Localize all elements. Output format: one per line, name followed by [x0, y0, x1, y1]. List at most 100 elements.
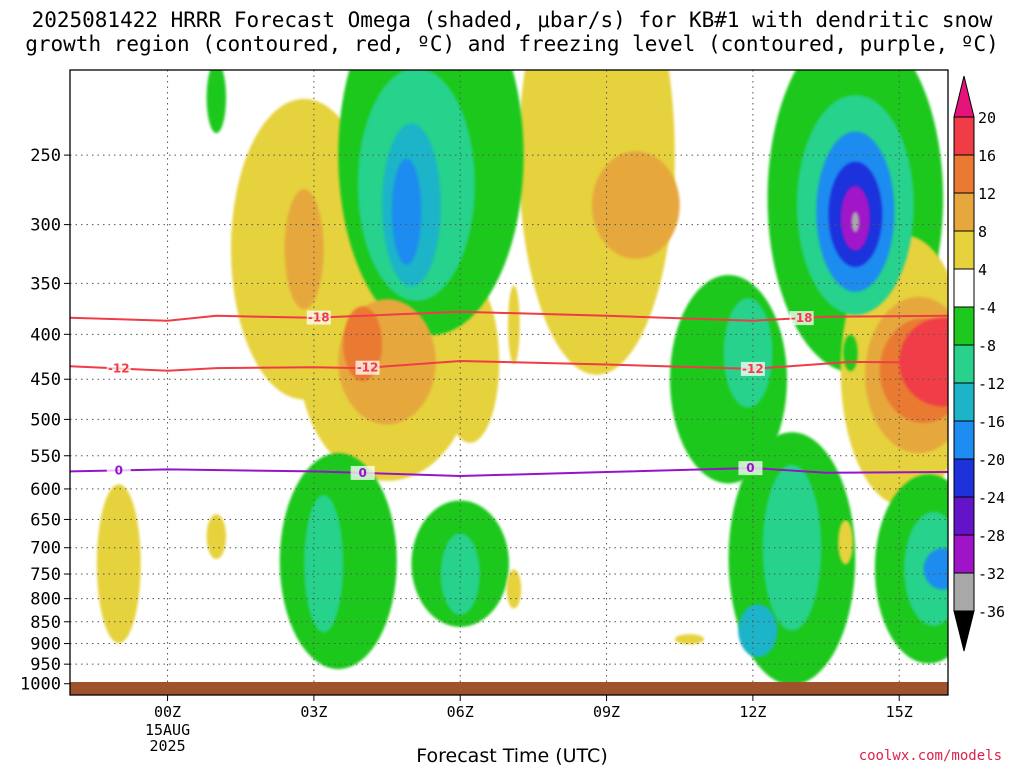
- omega-shading: [96, 70, 948, 685]
- omega-region: [843, 334, 858, 372]
- colorbar-label: -36: [978, 603, 1005, 621]
- contour-label: 0: [115, 463, 123, 477]
- colorbar-segment: [953, 344, 975, 384]
- y-tick-label: 950: [30, 655, 61, 675]
- colorbar-segment: [953, 496, 975, 536]
- x-tick-sublabel: 15AUG: [145, 721, 190, 739]
- contour-label: -18: [308, 311, 330, 325]
- y-tick-label: 250: [30, 146, 61, 166]
- colorbar-label: 16: [978, 147, 996, 165]
- omega-region: [391, 158, 422, 265]
- omega-region: [440, 533, 480, 615]
- omega-region: [923, 548, 948, 590]
- contour-label-bg: [740, 361, 765, 376]
- y-tick-label: 850: [30, 613, 61, 633]
- y-tick-label: 750: [30, 565, 61, 585]
- colorbar-segment: [953, 306, 975, 346]
- colorbar-label: -8: [978, 337, 996, 355]
- omega-region: [284, 189, 324, 310]
- colorbar-label: -4: [978, 299, 996, 317]
- colorbar-label: -12: [978, 375, 1005, 393]
- omega-region: [738, 604, 778, 657]
- omega-region: [206, 514, 227, 560]
- plot-frame: [69, 69, 949, 696]
- omega-region: [591, 151, 680, 259]
- colorbar: 20 16 12 8 4 -4 -8 -12 -16 -20 -24 -28 -32 -36: [953, 75, 1005, 652]
- contour-label-bg: [350, 465, 375, 480]
- x-tick-label: 06Z: [447, 703, 474, 721]
- colorbar-label: 20: [978, 109, 996, 127]
- y-tick-label: 650: [30, 510, 61, 530]
- y-tick-label: 1000: [20, 675, 61, 695]
- contour--12: [70, 359, 948, 372]
- omega-region: [723, 298, 773, 408]
- x-axis-label: Forecast Time (UTC): [416, 745, 608, 767]
- x-tick-label: 09Z: [593, 703, 620, 721]
- y-tick-label: 500: [30, 410, 61, 430]
- y-tick-label: 450: [30, 370, 61, 390]
- chart-title-line1: 2025081422 HRRR Forecast Omega (shaded, …: [31, 8, 993, 32]
- contour-label-bg: [106, 463, 131, 478]
- x-tick-label: 15Z: [886, 703, 913, 721]
- contour-label-bg: [789, 311, 814, 326]
- x-tick-label: 00Z: [154, 703, 181, 721]
- omega-region: [508, 285, 520, 364]
- contour-label: 0: [358, 466, 366, 480]
- x-tick-sublabel: 2025: [149, 737, 185, 755]
- y-tick-label: 350: [30, 274, 61, 294]
- chart-title-line2: growth region (contoured, red, ºC) and f…: [25, 32, 999, 56]
- contour-label: -12: [742, 362, 764, 376]
- contour-labels: -18 -18 -12 -12 -12 0 0 0: [106, 310, 814, 480]
- omega-region: [96, 484, 141, 644]
- contour-label: -12: [108, 361, 130, 375]
- contour-label-bg: [106, 361, 131, 376]
- contour-label-bg: [738, 461, 763, 476]
- colorbar-segment: [953, 458, 975, 498]
- colorbar-segment: [953, 154, 975, 194]
- colorbar-label: -20: [978, 451, 1005, 469]
- contour-label-bg: [306, 310, 331, 325]
- colorbar-segment: [953, 268, 975, 308]
- colorbar-label: -16: [978, 413, 1005, 431]
- y-tick-label: 400: [30, 325, 61, 345]
- omega-region: [304, 495, 344, 633]
- y-tick-label: 550: [30, 447, 61, 467]
- omega-region: [674, 634, 705, 645]
- x-tick-label: 03Z: [300, 703, 327, 721]
- colorbar-label: -28: [978, 527, 1005, 545]
- omega-region: [851, 211, 860, 233]
- contour-label: 0: [746, 461, 754, 475]
- colorbar-label: -32: [978, 565, 1005, 583]
- colorbar-segment: [953, 420, 975, 460]
- colorbar-label: -24: [978, 489, 1005, 507]
- omega-region: [838, 520, 853, 565]
- colorbar-label: 8: [978, 223, 987, 241]
- colorbar-segment: [953, 192, 975, 232]
- ground-surface: [70, 682, 948, 695]
- omega-region: [506, 569, 522, 609]
- y-tick-label: 700: [30, 539, 61, 559]
- colorbar-label: 4: [978, 261, 987, 279]
- colorbar-label: 12: [978, 185, 996, 203]
- contour-0: [70, 466, 948, 478]
- y-tick-label: 600: [30, 480, 61, 500]
- y-axis: 2503003504004505005506006507007508008509…: [20, 146, 70, 695]
- y-tick-label: 300: [30, 216, 61, 236]
- y-tick-label: 800: [30, 590, 61, 610]
- colorbar-segment: [953, 116, 975, 156]
- y-tick-label: 900: [30, 635, 61, 655]
- colorbar-segment: [953, 534, 975, 574]
- colorbar-segment: [953, 75, 975, 118]
- colorbar-segment: [953, 230, 975, 270]
- contour-label: -12: [357, 361, 379, 375]
- x-tick-label: 12Z: [739, 703, 766, 721]
- colorbar-segment: [953, 382, 975, 422]
- contour-label-bg: [355, 360, 380, 375]
- omega-region: [206, 70, 227, 134]
- colorbar-segment: [953, 610, 975, 652]
- colorbar-segment: [953, 572, 975, 612]
- credit-link[interactable]: coolwx.com/models: [858, 748, 1002, 764]
- contour-label: -18: [791, 311, 813, 325]
